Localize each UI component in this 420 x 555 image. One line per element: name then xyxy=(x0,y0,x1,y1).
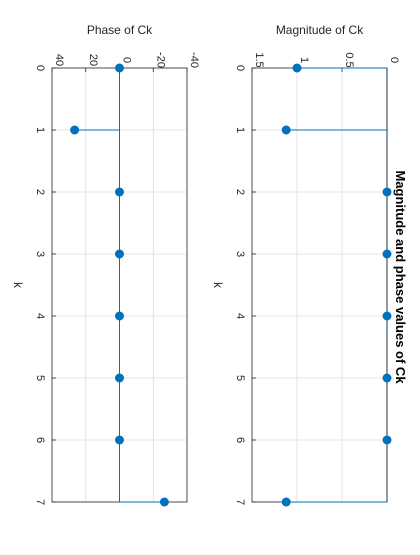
phase-stem-marker xyxy=(115,435,124,445)
magnitude-plot: 0 0.5 1 1.5 0 1 2 3 4 5 6 7 Magnitude of Ck k xyxy=(211,23,400,507)
phase-k-tick-label: 7 xyxy=(34,499,46,505)
magnitude-stem-marker xyxy=(292,63,302,73)
magnitude-k-tick-label: 2 xyxy=(234,189,246,195)
phase-stem-marker xyxy=(159,497,169,507)
magnitude-value-tick-label: 0 xyxy=(388,57,400,63)
phase-value-tick-label: 20 xyxy=(87,54,99,66)
phase-value-tick-label: 0 xyxy=(121,57,133,63)
magnitude-stem-marker xyxy=(382,311,392,321)
magnitude-value-tick-label: 1 xyxy=(298,57,310,63)
figure-title: Magnitude and phase values of Ck xyxy=(393,170,408,384)
magnitude-k-tick-label: 7 xyxy=(234,499,246,505)
magnitude-stem-marker xyxy=(382,187,392,197)
phase-plot: -40 -20 0 20 40 0 1 2 3 4 5 6 7 Phase of Ck k xyxy=(11,23,200,507)
phase-stem-marker xyxy=(115,187,124,197)
magnitude-title: Magnitude of Ck xyxy=(276,23,364,37)
magnitude-k-tick-label: 0 xyxy=(234,65,246,71)
magnitude-value-tick-label: 0.5 xyxy=(343,52,355,67)
phase-title: Phase of Ck xyxy=(87,23,153,37)
phase-k-tick-label: 1 xyxy=(34,127,46,133)
magnitude-stem-marker xyxy=(281,125,291,135)
phase-k-tick-label: 6 xyxy=(34,437,46,443)
phase-k-tick-label: 5 xyxy=(34,375,46,381)
magnitude-k-tick-label: 1 xyxy=(234,127,246,133)
magnitude-stem-marker xyxy=(382,373,392,383)
magnitude-k-tick-label: 4 xyxy=(234,313,246,319)
phase-k-tick-label: 4 xyxy=(34,313,46,319)
phase-value-tick-label: 40 xyxy=(53,54,65,66)
magnitude-k-tick-label: 3 xyxy=(234,251,246,257)
magnitude-k-tick-label: 6 xyxy=(234,437,246,443)
phase-k-axis-label: k xyxy=(11,282,25,289)
phase-k-tick-label: 2 xyxy=(34,189,46,195)
phase-value-tick-label: -40 xyxy=(188,52,200,68)
magnitude-stem-marker xyxy=(281,497,291,507)
phase-stem-marker xyxy=(115,373,124,383)
magnitude-value-tick-label: 1.5 xyxy=(253,52,265,67)
phase-stem-marker xyxy=(115,249,124,259)
magnitude-k-axis-label: k xyxy=(211,282,225,289)
phase-k-tick-label: 3 xyxy=(34,251,46,257)
magnitude-plot-area xyxy=(252,68,387,502)
magnitude-stem-marker xyxy=(382,249,392,259)
phase-value-tick-label: -20 xyxy=(154,52,166,68)
phase-stem-marker xyxy=(115,63,124,73)
magnitude-stem-marker xyxy=(382,435,392,445)
magnitude-k-tick-label: 5 xyxy=(234,375,246,381)
phase-k-tick-label: 0 xyxy=(34,65,46,71)
phase-stem-marker xyxy=(115,311,124,321)
phase-stem-marker xyxy=(70,125,80,135)
